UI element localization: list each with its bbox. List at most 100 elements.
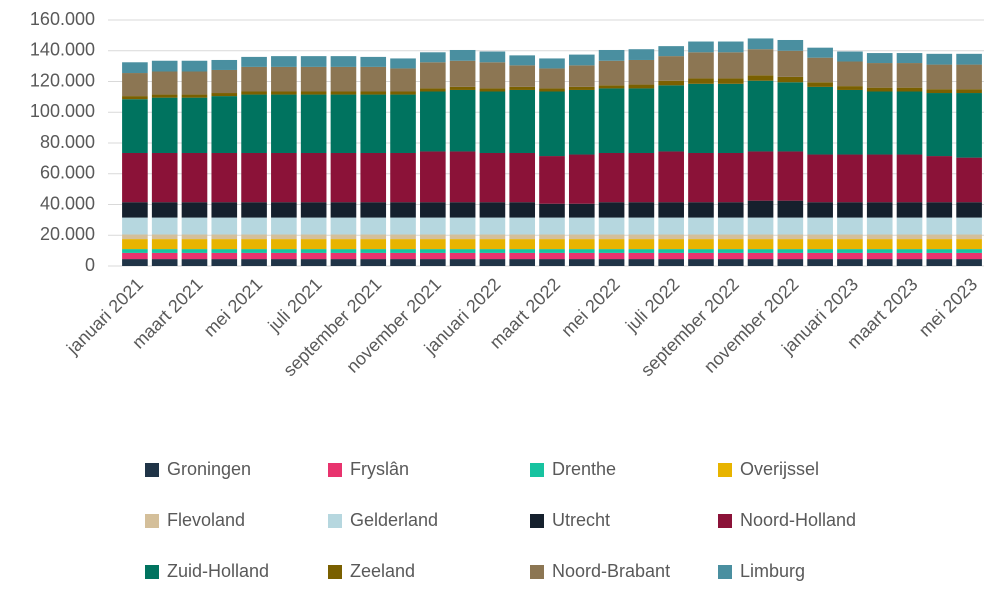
bar-segment — [896, 63, 923, 88]
bar-segment — [420, 62, 446, 89]
bar-segment — [926, 249, 953, 253]
bar-segment — [271, 66, 297, 92]
bar-segment — [390, 94, 416, 153]
bar-segment — [509, 152, 536, 203]
bar-segment — [747, 249, 774, 253]
bar-segment — [688, 152, 714, 203]
bar-segment — [420, 91, 446, 152]
bar-segment — [866, 234, 893, 240]
bar-segment — [926, 53, 953, 65]
bar-segment — [151, 94, 178, 98]
bar-segment — [837, 252, 863, 260]
bar-segment — [211, 152, 238, 203]
bar-segment — [807, 154, 833, 203]
bar-segment — [360, 234, 387, 240]
bar-segment — [360, 202, 387, 218]
bar-segment — [598, 49, 625, 61]
legend-swatch — [718, 565, 732, 579]
bar-segment — [807, 57, 833, 83]
bar-segment — [598, 249, 625, 253]
bar-segment — [509, 86, 536, 90]
bar-segment — [539, 156, 565, 204]
bar-segment — [211, 217, 238, 235]
bar-segment — [837, 89, 863, 155]
bar-segment — [747, 200, 774, 218]
x-tick-label: januari 2021 — [62, 274, 147, 359]
bar-segment — [688, 239, 714, 250]
bar-segment — [151, 249, 178, 253]
legend-label: Groningen — [167, 459, 251, 479]
legend-swatch — [328, 514, 342, 528]
bar-segment — [241, 152, 267, 203]
legend-label: Zuid-Holland — [167, 561, 269, 581]
bar-segment — [747, 234, 774, 240]
bar-segment — [658, 217, 684, 235]
bar-segment — [211, 93, 238, 97]
bar-segment — [479, 202, 506, 218]
legend-label: Overijssel — [740, 459, 819, 479]
bar-segment — [688, 83, 714, 153]
bar-segment — [241, 66, 267, 92]
bar-segment — [300, 239, 327, 250]
bar-segment — [449, 239, 476, 250]
bar-segment — [181, 94, 208, 98]
bar-segment — [509, 234, 536, 240]
bar-segment — [122, 239, 148, 250]
bar-segment — [211, 249, 238, 253]
bar-segment — [717, 52, 744, 79]
bar-segment — [509, 55, 536, 66]
bar-segment — [539, 203, 565, 218]
bar-segment — [479, 152, 506, 203]
bar-segment — [866, 217, 893, 235]
bar-segment — [300, 259, 327, 266]
legend-label: Zeeland — [350, 561, 415, 581]
bar-segment — [211, 234, 238, 240]
bar-segment — [896, 252, 923, 260]
x-tick-label: mei 2021 — [200, 274, 267, 341]
bar-segment — [956, 239, 982, 250]
bar-segment — [568, 154, 595, 204]
bar-segment — [330, 94, 357, 153]
bar-segment — [241, 94, 267, 153]
y-tick-label: 120.000 — [30, 70, 95, 90]
bar-segment — [956, 53, 982, 65]
bar-segment — [598, 234, 625, 240]
bar-segment — [449, 234, 476, 240]
bar-segment — [598, 60, 625, 86]
bar-segment — [688, 217, 714, 235]
bar-segment — [330, 259, 357, 266]
bar-segment — [271, 152, 297, 203]
bar-segment — [866, 259, 893, 266]
bar-segment — [151, 259, 178, 266]
bar-segment — [271, 239, 297, 250]
bar-segment — [360, 252, 387, 260]
bar-segment — [777, 50, 804, 77]
bar-segment — [122, 249, 148, 253]
bar-segment — [449, 202, 476, 218]
bar-segment — [628, 249, 655, 253]
bar-segment — [300, 252, 327, 260]
bar-segment — [330, 252, 357, 260]
bar-segment — [271, 91, 297, 95]
bar-segment — [479, 239, 506, 250]
bar-segment — [360, 152, 387, 203]
bar-segment — [926, 89, 953, 94]
bar-segment — [896, 239, 923, 250]
bar-segment — [479, 217, 506, 235]
bar-segment — [658, 80, 684, 86]
bar-segment — [568, 89, 595, 155]
bar-segment — [539, 249, 565, 253]
bar-segment — [390, 152, 416, 203]
bar-segment — [658, 252, 684, 260]
bar-segment — [598, 85, 625, 89]
bar-segment — [181, 249, 208, 253]
bar-segment — [420, 259, 446, 266]
bar-segment — [866, 91, 893, 155]
bar-segment — [509, 249, 536, 253]
bar-segment — [360, 94, 387, 153]
bar-segment — [777, 217, 804, 235]
bar-segment — [390, 234, 416, 240]
bar-segment — [926, 252, 953, 260]
bar-segment — [539, 68, 565, 89]
bar-segment — [151, 71, 178, 95]
